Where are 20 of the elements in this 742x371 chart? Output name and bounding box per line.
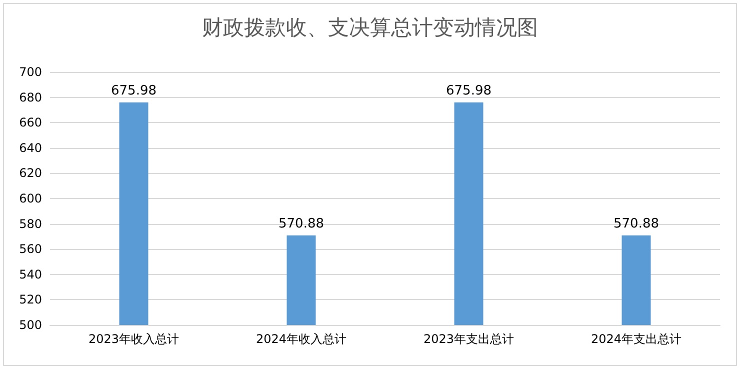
y-tick-label: 620 [19,166,42,180]
y-tick-label: 500 [19,318,42,332]
y-tick-label: 660 [19,116,42,130]
x-tick-label: 2023年收入总计 [88,332,180,346]
x-tick-label: 2024年支出总计 [590,332,682,346]
y-tick-label: 700 [19,65,42,79]
data-label: 675.98 [446,83,492,98]
data-label: 570.88 [614,216,659,232]
y-tick-label: 540 [19,267,42,282]
data-label: 675.98 [111,83,156,98]
x-tick-label: 2023年支出总计 [423,332,514,346]
y-tick-label: 640 [19,140,42,155]
y-tick-label: 580 [19,216,42,231]
y-tick-label: 560 [19,242,42,256]
x-tick-label: 2024年收入总计 [256,332,347,346]
y-tick-label: 680 [19,90,42,104]
y-tick-label: 600 [19,192,42,206]
y-tick-label: 520 [19,292,42,307]
chart-title: 财政拨款收、支决算总计变动情况图 [202,16,538,40]
data-label: 570.88 [278,216,324,232]
